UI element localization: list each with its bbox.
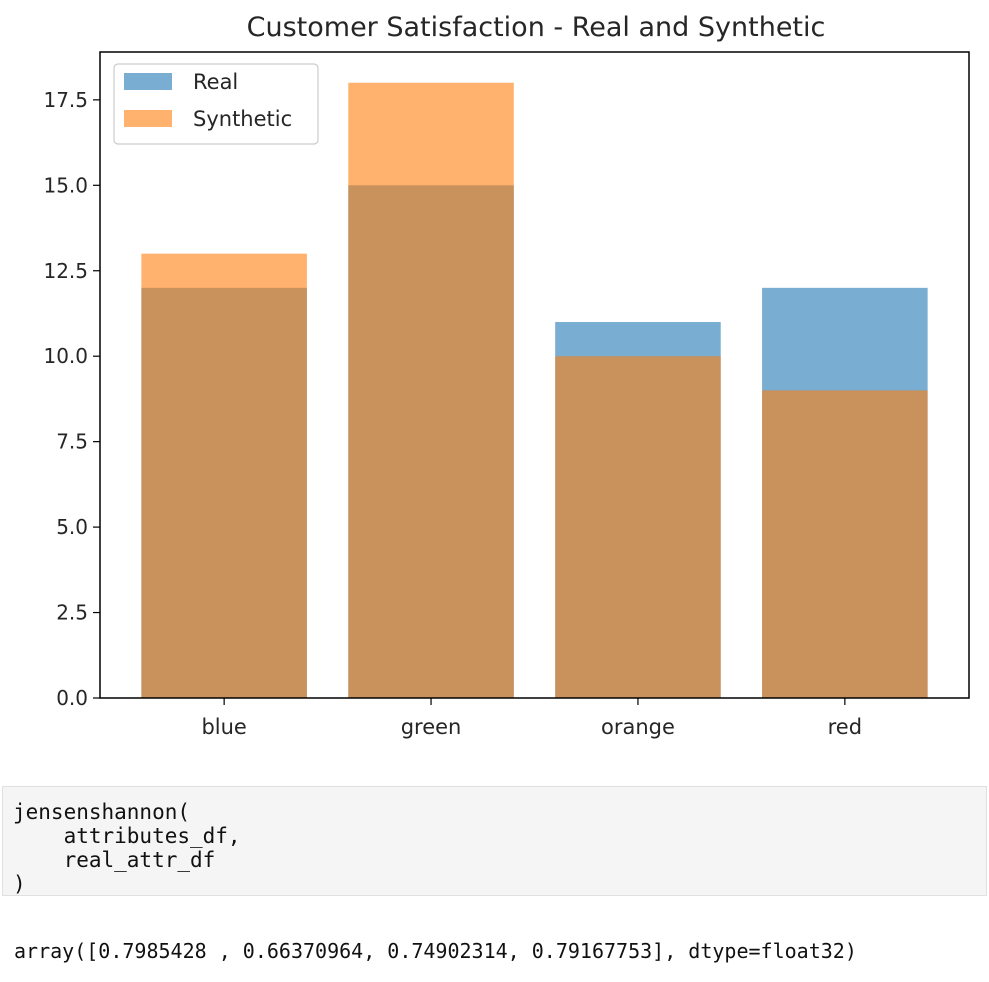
bars-layer [141, 82, 928, 699]
y-tick-label: 2.5 [56, 601, 88, 625]
code-line-4: ) [13, 872, 26, 896]
code-line-1: jensenshannon( [13, 800, 191, 824]
legend: Real Synthetic [113, 63, 319, 145]
x-tick-label-blue: blue [201, 715, 246, 739]
bar-synthetic-red [762, 390, 928, 698]
y-axis: 0.0 2.5 5.0 7.5 10.0 12.5 15.0 17.5 [43, 88, 100, 710]
y-tick-label: 10.0 [43, 344, 88, 368]
y-tick-label: 0.0 [56, 686, 88, 710]
cell-output: array([0.7985428 , 0.66370964, 0.7490231… [14, 939, 857, 963]
legend-swatch-real [124, 73, 172, 90]
chart-area: Customer Satisfaction - Real and Synthet… [43, 12, 970, 739]
bar-synthetic-blue [141, 253, 307, 698]
x-tick-label-red: red [828, 715, 862, 739]
bar-synthetic-orange [555, 356, 721, 698]
code-line-2: attributes_df, [13, 824, 241, 848]
y-tick-label: 15.0 [43, 173, 88, 197]
legend-swatch-synthetic [124, 110, 172, 127]
y-tick-label: 5.0 [56, 515, 88, 539]
bar-chart: Customer Satisfaction - Real and Synthet… [43, 12, 970, 739]
code-line-3: real_attr_df [13, 848, 216, 872]
y-tick-label: 7.5 [56, 430, 88, 454]
legend-label-synthetic: Synthetic [193, 107, 292, 131]
x-axis: blue green orange red [201, 698, 862, 739]
y-tick-label: 12.5 [43, 259, 88, 283]
legend-label-real: Real [193, 70, 238, 94]
chart-title: Customer Satisfaction - Real and Synthet… [247, 12, 826, 43]
bar-synthetic-green [348, 82, 514, 698]
x-tick-label-orange: orange [601, 715, 675, 739]
y-tick-label: 17.5 [43, 88, 88, 112]
x-tick-label-green: green [401, 715, 462, 739]
plot-frame [99, 51, 970, 699]
code-cell[interactable]: jensenshannon( attributes_df, real_attr_… [2, 786, 987, 896]
